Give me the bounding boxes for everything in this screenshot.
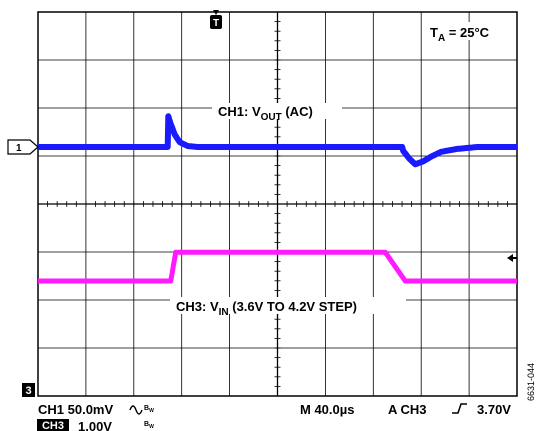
trigger-level-readout: 3.70V: [477, 402, 511, 417]
svg-text:BW: BW: [144, 421, 154, 430]
traces: [36, 113, 519, 284]
trigger-level-arrow: [507, 254, 517, 262]
svg-text:3: 3: [25, 385, 31, 397]
svg-text:TA = 25°C: TA = 25°C: [430, 25, 490, 44]
ambient-temperature-label: TA = 25°C: [426, 22, 512, 44]
svg-text:BW: BW: [144, 405, 154, 414]
svg-text:1: 1: [16, 143, 22, 154]
rising-edge-icon: [452, 403, 467, 414]
ch1-trace-label: CH1: VOUT (AC): [212, 103, 342, 123]
svg-text:T: T: [213, 18, 219, 29]
trace-ch3: [36, 249, 519, 284]
ch1-scale-readout: CH1 50.0mV: [38, 402, 113, 417]
trigger-source-readout: A CH3: [388, 402, 427, 417]
trigger-position-marker: T: [210, 10, 222, 29]
ch3-trace-label: CH3: VIN (3.6V TO 4.2V STEP): [170, 297, 406, 318]
svg-text:CH3: VIN (3.6V TO 4.2V STEP): CH3: VIN (3.6V TO 4.2V STEP): [176, 299, 357, 318]
grid: [37, 11, 517, 396]
ch1-ground-marker: 1: [7, 139, 39, 155]
figure-number: 6631-044: [526, 362, 536, 401]
svg-text:CH1: VOUT (AC): CH1: VOUT (AC): [218, 104, 313, 123]
ch3-badge: [37, 419, 69, 431]
scope-readout: CH1 50.0mV BW CH3 1.00V BW M 40.0µs A CH…: [37, 402, 511, 431]
ch3-scale-readout: 1.00V: [78, 419, 112, 431]
ch1-coupling-icon: [129, 405, 143, 415]
svg-text:CH3: CH3: [42, 420, 64, 431]
timebase-readout: M 40.0µs: [300, 402, 354, 417]
ch3-ground-marker: 3: [22, 383, 35, 397]
trace-ch1: [36, 113, 519, 168]
